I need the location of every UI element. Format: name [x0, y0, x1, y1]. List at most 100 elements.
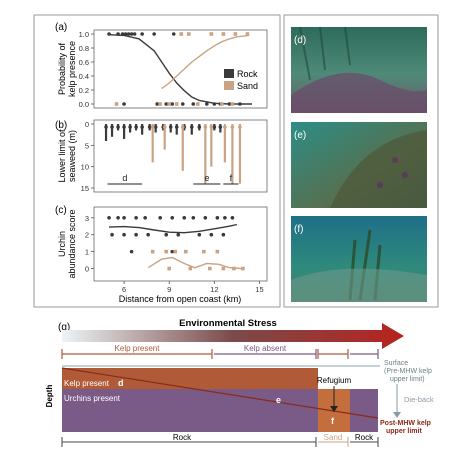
surface-label-line2: (Pre-MHW kelp [384, 368, 432, 375]
refugium-label: Refugium [317, 376, 352, 385]
panel-b-bar-cap-rock [122, 125, 126, 129]
panel-b-bar-cap-rock [168, 125, 173, 129]
panel-a-point-rock [126, 32, 131, 36]
panel-b-bar-cap-rock [110, 125, 114, 129]
panel-c-point-rock [134, 232, 138, 237]
panel-label-c: (c) [55, 205, 67, 216]
panel-a-point-rock [205, 102, 209, 106]
panel-c-point-rock [209, 232, 214, 237]
panel-a-ylabel-line2: kelp presence [67, 41, 77, 97]
panel-c-point-sand [232, 266, 236, 271]
panel-label-g: (g) [58, 322, 70, 333]
kelp-absent-top-label: Kelp absent [244, 344, 287, 353]
panel-a-point-rock [212, 102, 217, 106]
right-panel-frame [283, 14, 439, 308]
panel-c-point-rock [129, 249, 134, 254]
panel-b-bar-cap-rock [128, 125, 132, 129]
panel-c-xtick-label: 12 [210, 285, 218, 294]
panel-c-ytick-label: 0 [85, 265, 89, 274]
substrate-rock-label-1: Rock [173, 433, 192, 442]
zone-label-e: e [276, 395, 281, 405]
panel-c-point-sand [188, 266, 193, 271]
panel-label-a: (a) [55, 22, 67, 33]
panel-b-bar-cap-rock [104, 125, 108, 129]
legend-swatch-sand [224, 81, 234, 90]
panel-b-plot-area [93, 119, 268, 193]
panel-c-point-rock [158, 215, 162, 220]
panel-b-ylabel-line2: seaweed (m) [67, 130, 77, 182]
panel-a-point-rock [164, 102, 169, 106]
panel-c-ylabel-line1: Urchin [57, 231, 67, 257]
panel-b-bar-cap-rock [134, 125, 138, 129]
panel-c-xtick-label: 6 [122, 285, 126, 294]
panel-a-point-rock [155, 102, 159, 106]
depth-bands [61, 367, 379, 432]
panel-c-point-rock [197, 232, 202, 237]
kelp-band-right [350, 368, 378, 389]
panel-a-point-rock [132, 32, 137, 36]
panel-a-point-sand [230, 102, 235, 106]
panel-b-bar-cap-rock [212, 125, 217, 129]
stress-label: Environmental Stress [179, 318, 277, 329]
panel-a-ytick-label: 1.0 [79, 30, 89, 39]
panel-c-point-rock [176, 232, 181, 237]
post-mhw-label-line1: Post-MHW kelp [380, 420, 431, 427]
panel-b-bar-cap-rock [140, 125, 144, 129]
panel-b-bar-cap-sand [209, 125, 214, 129]
panel-c-point-rock [230, 215, 235, 220]
panel-c-point-rock [107, 215, 111, 220]
legend-label-rock: Rock [237, 69, 258, 79]
panel-a-point-rock [238, 102, 242, 106]
panel-a-point-rock [180, 102, 185, 106]
panel-a-point-rock [120, 32, 125, 36]
panel-c-point-sand [208, 266, 212, 271]
panel-b-bar-cap-sand [180, 125, 185, 129]
panel-c-point-rock [143, 215, 147, 220]
left-panel-frame [33, 14, 281, 308]
panel-a-ytick-label: 0.8 [79, 44, 89, 53]
panel-c-point-rock [122, 215, 126, 220]
photo-label-f: (f) [294, 224, 303, 235]
panel-c-point-rock [223, 215, 227, 220]
panel-a-point-sand [245, 32, 250, 36]
panel-a-point-sand [174, 102, 179, 106]
panel-c-point-rock [116, 215, 120, 220]
panel-a-point-rock [152, 32, 156, 36]
urchin-band [62, 389, 318, 432]
panel-c-point-rock [164, 232, 169, 237]
panel-c-point-sand [221, 266, 226, 271]
legend-label-sand: Sand [237, 81, 258, 91]
kelp-present-band-label: Kelp present [64, 379, 110, 388]
panel-c-ylabel-line2: abundance score [67, 209, 77, 278]
panel-c-point-sand [241, 266, 245, 271]
panel-a-fit-sand [161, 34, 249, 90]
panel-c-ytick-label: 2 [85, 231, 89, 240]
refugium-arrowhead [330, 406, 338, 412]
substrate-rock-label-2: Rock [355, 433, 374, 442]
panel-c-point-sand [173, 249, 178, 254]
panel-c-fit-rock [108, 223, 238, 234]
panel-a-point-rock [122, 102, 126, 106]
panel-b-ytick-label: 0 [85, 120, 89, 129]
depth-axis-label: Depth [45, 385, 54, 408]
post-mhw-label-line2: upper limit [386, 428, 422, 435]
zone-label-d: d [118, 378, 124, 388]
substrate-ranges: Rock Sand Rock [61, 433, 379, 447]
surface-label-line3: upper limit) [390, 376, 425, 383]
panel-c-fit-sand [147, 256, 242, 270]
surface-label: Surface [384, 360, 408, 367]
panel-b-annotation-label: d [122, 173, 127, 183]
environmental-stress-arrow: Environmental Stress [62, 318, 404, 349]
panel-c-point-sand [183, 249, 188, 254]
panel-a-ytick-label: 0.4 [79, 72, 89, 81]
panel-b-bar-cap-sand [238, 125, 242, 129]
panel-a-point-rock [140, 32, 144, 36]
photo-e: (e) [291, 122, 427, 208]
panel-a-point-rock [170, 102, 175, 106]
panel-a-point-rock [227, 102, 232, 106]
kelp-presence-ranges: Kelp present Kelp absent [61, 344, 379, 359]
panel-c-point-rock [134, 215, 138, 220]
panel-b-bar-cap-sand [162, 125, 167, 129]
panel-c-point-sand [150, 249, 155, 254]
